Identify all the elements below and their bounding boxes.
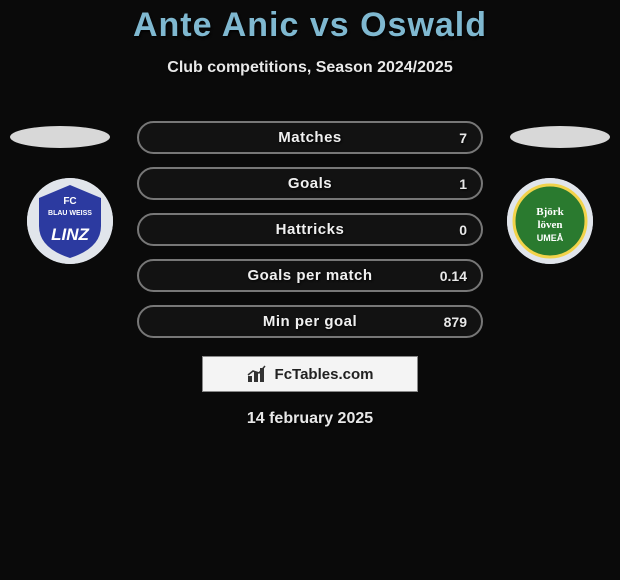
stat-row-matches: Matches 7 [137,121,483,154]
infographic-date: 14 february 2025 [0,410,620,428]
left-logo-text-bottom: LINZ [51,225,89,244]
left-club-logo: FC BLAU WEISS LINZ [27,178,113,264]
stat-value: 0 [459,222,467,238]
stat-value: 7 [459,130,467,146]
left-logo-text-mid: BLAU WEISS [48,210,92,217]
page-title: Ante Anic vs Oswald [0,0,620,45]
stat-value: 0.14 [440,268,467,284]
stat-row-goals: Goals 1 [137,167,483,200]
stat-label: Goals [288,175,332,192]
right-club-logo: Björk löven UMEÅ [507,178,593,264]
stats-panel: Matches 7 Goals 1 Hattricks 0 Goals per … [137,121,483,351]
stat-row-min-per-goal: Min per goal 879 [137,305,483,338]
stat-label: Min per goal [263,313,357,330]
stat-value: 1 [459,176,467,192]
stat-label: Goals per match [247,267,372,284]
right-logo-text-3: UMEÅ [537,233,564,243]
brand-chart-icon [247,365,269,383]
stat-value: 879 [444,314,467,330]
right-club-badge-svg: Björk löven UMEÅ [507,178,593,264]
left-logo-text-top: FC [63,196,76,207]
right-logo-text-1: Björk [536,206,564,218]
brand-text: FcTables.com [275,366,374,383]
left-player-shadow [10,126,110,148]
stat-label: Hattricks [276,221,345,238]
subtitle: Club competitions, Season 2024/2025 [0,59,620,77]
right-player-shadow [510,126,610,148]
left-club-badge-svg: FC BLAU WEISS LINZ [27,178,113,264]
stat-row-goals-per-match: Goals per match 0.14 [137,259,483,292]
stat-label: Matches [278,129,342,146]
stat-row-hattricks: Hattricks 0 [137,213,483,246]
right-logo-text-2: löven [537,219,562,231]
brand-attribution[interactable]: FcTables.com [202,356,418,392]
